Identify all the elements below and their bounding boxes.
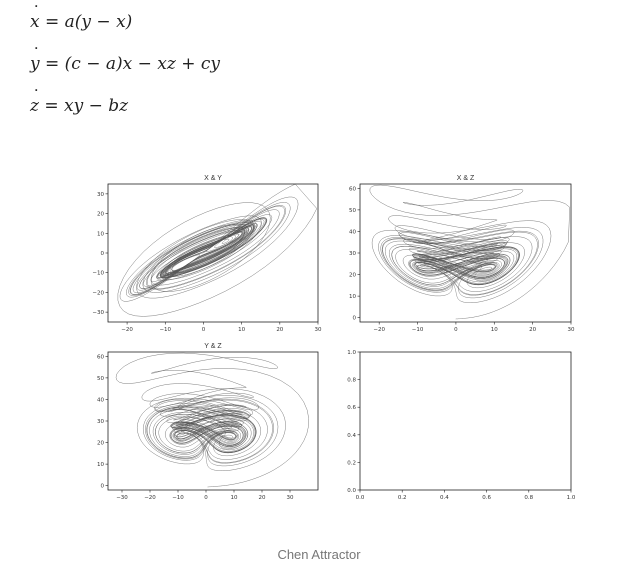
plot-title-1: X & Y xyxy=(204,175,222,182)
x-tick-label: −10 xyxy=(412,327,424,333)
trajectory-1 xyxy=(117,183,318,317)
y-tick-label: 0.0 xyxy=(347,488,356,494)
x-tick-label: 30 xyxy=(287,495,294,501)
equation-y-lhs: y xyxy=(30,45,40,74)
x-tick-label: 1.0 xyxy=(567,495,576,501)
plot-title-2: X & Z xyxy=(457,175,475,182)
y-tick-label: −20 xyxy=(92,290,104,296)
equation-y-rhs: = (c − a)x − xz + cy xyxy=(39,54,220,74)
equation-y: y = (c − a)x − xz + cy xyxy=(30,45,220,74)
x-tick-label: 0.6 xyxy=(482,495,491,501)
x-tick-label: 20 xyxy=(276,327,283,333)
x-tick-label: 30 xyxy=(568,327,575,333)
y-tick-label: 0.2 xyxy=(347,460,356,466)
equation-x-rhs: = a(y − x) xyxy=(39,12,133,32)
equation-x-lhs: x xyxy=(30,3,40,32)
figure-caption: Chen Attractor xyxy=(277,547,361,562)
x-tick-label: −10 xyxy=(159,327,171,333)
y-tick-label: 20 xyxy=(97,441,104,447)
y-tick-label: 60 xyxy=(97,354,104,360)
x-tick-label: 10 xyxy=(231,495,238,501)
x-tick-label: 10 xyxy=(238,327,245,333)
equation-z-lhs: z xyxy=(30,87,40,116)
y-tick-label: −10 xyxy=(92,271,104,277)
x-tick-label: −30 xyxy=(116,495,128,501)
y-tick-label: 10 xyxy=(97,462,104,468)
plot-frame-1 xyxy=(107,183,319,323)
x-tick-label: 20 xyxy=(259,495,266,501)
plot-title-3: Y & Z xyxy=(204,343,222,350)
x-tick-label: −20 xyxy=(144,495,156,501)
y-tick-label: 50 xyxy=(97,376,104,382)
y-tick-label: 30 xyxy=(349,251,356,257)
x-tick-label: 30 xyxy=(315,327,322,333)
equation-z: z = xy − bz xyxy=(30,87,129,116)
y-tick-label: 0.6 xyxy=(347,405,356,411)
x-tick-label: −10 xyxy=(172,495,184,501)
x-tick-label: 0.4 xyxy=(440,495,449,501)
y-tick-label: 1.0 xyxy=(347,350,356,356)
y-tick-label: 20 xyxy=(349,273,356,279)
y-tick-label: 0.4 xyxy=(347,433,356,439)
y-tick-label: 0.8 xyxy=(347,378,356,384)
y-tick-label: 10 xyxy=(97,231,104,237)
y-tick-label: 0 xyxy=(353,316,357,322)
trajectory-3 xyxy=(115,352,309,488)
x-tick-label: 10 xyxy=(491,327,498,333)
y-tick-label: 40 xyxy=(97,397,104,403)
x-tick-label: 0 xyxy=(454,327,458,333)
x-tick-label: 20 xyxy=(529,327,536,333)
y-tick-label: 20 xyxy=(97,212,104,218)
x-tick-label: −20 xyxy=(373,327,385,333)
y-tick-label: 50 xyxy=(349,208,356,214)
y-tick-label: 0 xyxy=(101,484,105,490)
x-tick-label: 0.0 xyxy=(356,495,365,501)
y-tick-label: 40 xyxy=(349,229,356,235)
x-tick-label: −20 xyxy=(121,327,133,333)
plot-frame-4 xyxy=(359,351,572,491)
x-tick-label: 0.8 xyxy=(524,495,533,501)
plot-frame-2 xyxy=(359,183,572,323)
x-tick-label: 0 xyxy=(204,495,208,501)
y-tick-label: 10 xyxy=(349,294,356,300)
equation-z-rhs: = xy − bz xyxy=(38,96,129,116)
x-tick-label: 0 xyxy=(202,327,206,333)
y-tick-label: 60 xyxy=(349,186,356,192)
y-tick-label: 30 xyxy=(97,419,104,425)
y-tick-label: 30 xyxy=(97,192,104,198)
x-tick-label: 0.2 xyxy=(398,495,407,501)
equation-x: x = a(y − x) xyxy=(30,3,133,32)
trajectory-2 xyxy=(369,184,571,320)
y-tick-label: −30 xyxy=(92,310,104,316)
y-tick-label: 0 xyxy=(101,251,105,257)
